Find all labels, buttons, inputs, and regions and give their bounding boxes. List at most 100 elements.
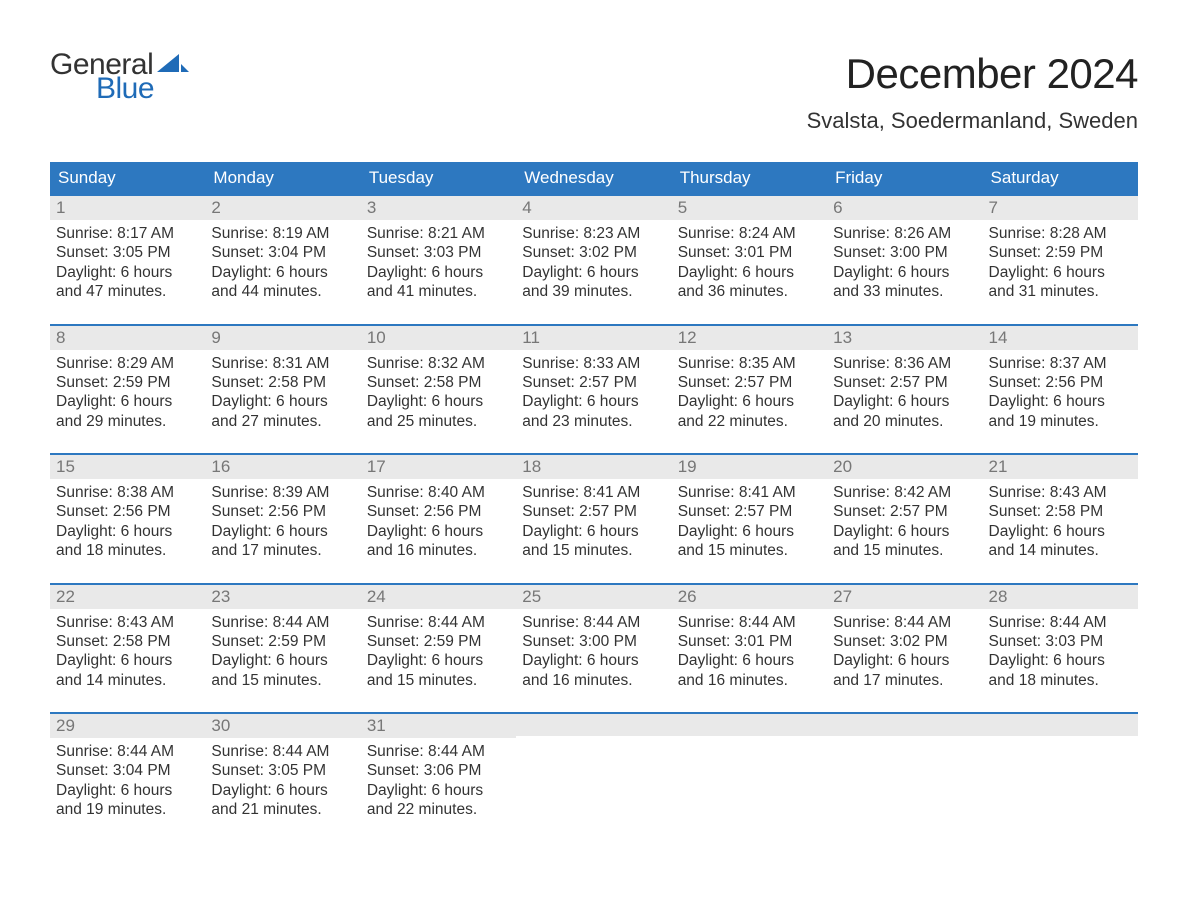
day-number: 21 [989,457,1008,476]
sunset-line: Sunset: 3:05 PM [211,761,354,780]
daylight-line-2: and 25 minutes. [367,412,510,431]
sunrise-line: Sunrise: 8:32 AM [367,354,510,373]
day-number-row: 26 [672,585,827,609]
sunset-line: Sunset: 3:06 PM [367,761,510,780]
day-number: 9 [211,328,220,347]
day-cell: 6Sunrise: 8:26 AMSunset: 3:00 PMDaylight… [827,196,982,308]
day-number-row: 2 [205,196,360,220]
week-row: 29Sunrise: 8:44 AMSunset: 3:04 PMDayligh… [50,712,1138,826]
daylight-line-1: Daylight: 6 hours [367,392,510,411]
day-number: 23 [211,587,230,606]
sunset-line: Sunset: 2:58 PM [367,373,510,392]
month-title: December 2024 [807,50,1138,98]
day-body: Sunrise: 8:44 AMSunset: 3:06 PMDaylight:… [361,738,516,826]
daylight-line-2: and 16 minutes. [678,671,821,690]
daylight-line-2: and 21 minutes. [211,800,354,819]
day-cell: 23Sunrise: 8:44 AMSunset: 2:59 PMDayligh… [205,585,360,697]
day-number-row: 16 [205,455,360,479]
daylight-line-2: and 29 minutes. [56,412,199,431]
day-number-row: 5 [672,196,827,220]
daylight-line-2: and 19 minutes. [989,412,1132,431]
daylight-line-1: Daylight: 6 hours [56,392,199,411]
sunset-line: Sunset: 2:59 PM [989,243,1132,262]
daylight-line-1: Daylight: 6 hours [833,263,976,282]
daylight-line-1: Daylight: 6 hours [367,263,510,282]
daylight-line-2: and 17 minutes. [833,671,976,690]
sunset-line: Sunset: 2:57 PM [833,502,976,521]
day-number-row: 17 [361,455,516,479]
sunset-line: Sunset: 3:00 PM [522,632,665,651]
day-body: Sunrise: 8:19 AMSunset: 3:04 PMDaylight:… [205,220,360,308]
daylight-line-1: Daylight: 6 hours [367,522,510,541]
day-number-row: 19 [672,455,827,479]
sunset-line: Sunset: 3:03 PM [367,243,510,262]
day-number-row-empty [672,714,827,736]
day-number: 17 [367,457,386,476]
day-number-row: 10 [361,326,516,350]
daylight-line-1: Daylight: 6 hours [833,522,976,541]
day-cell: 16Sunrise: 8:39 AMSunset: 2:56 PMDayligh… [205,455,360,567]
daylight-line-1: Daylight: 6 hours [678,651,821,670]
dow-wednesday: Wednesday [516,162,671,194]
sunset-line: Sunset: 2:57 PM [678,373,821,392]
sunrise-line: Sunrise: 8:44 AM [678,613,821,632]
week-row: 1Sunrise: 8:17 AMSunset: 3:05 PMDaylight… [50,194,1138,308]
day-cell: 31Sunrise: 8:44 AMSunset: 3:06 PMDayligh… [361,714,516,826]
week-row: 22Sunrise: 8:43 AMSunset: 2:58 PMDayligh… [50,583,1138,697]
dow-tuesday: Tuesday [361,162,516,194]
sunset-line: Sunset: 3:00 PM [833,243,976,262]
title-block: December 2024 Svalsta, Soedermanland, Sw… [807,50,1138,134]
daylight-line-2: and 15 minutes. [211,671,354,690]
day-cell: 27Sunrise: 8:44 AMSunset: 3:02 PMDayligh… [827,585,982,697]
day-cell: 11Sunrise: 8:33 AMSunset: 2:57 PMDayligh… [516,326,671,438]
sunset-line: Sunset: 2:58 PM [56,632,199,651]
daylight-line-2: and 14 minutes. [989,541,1132,560]
day-cell: 1Sunrise: 8:17 AMSunset: 3:05 PMDaylight… [50,196,205,308]
daylight-line-1: Daylight: 6 hours [678,263,821,282]
logo-text-blue: Blue [96,74,189,104]
daylight-line-2: and 18 minutes. [989,671,1132,690]
sunrise-line: Sunrise: 8:44 AM [367,613,510,632]
dow-thursday: Thursday [672,162,827,194]
sunset-line: Sunset: 2:59 PM [56,373,199,392]
day-body: Sunrise: 8:44 AMSunset: 3:00 PMDaylight:… [516,609,671,697]
day-body: Sunrise: 8:31 AMSunset: 2:58 PMDaylight:… [205,350,360,438]
day-number: 2 [211,198,220,217]
sunset-line: Sunset: 2:59 PM [211,632,354,651]
day-number-row-empty [516,714,671,736]
sunrise-line: Sunrise: 8:17 AM [56,224,199,243]
day-body: Sunrise: 8:41 AMSunset: 2:57 PMDaylight:… [672,479,827,567]
day-number-row: 4 [516,196,671,220]
daylight-line-2: and 41 minutes. [367,282,510,301]
daylight-line-2: and 44 minutes. [211,282,354,301]
day-cell: 9 Sunrise: 8:31 AMSunset: 2:58 PMDaylight… [205,326,360,438]
daylight-line-1: Daylight: 6 hours [211,263,354,282]
day-number-row: 14 [983,326,1138,350]
sunset-line: Sunset: 3:02 PM [522,243,665,262]
daylight-line-2: and 16 minutes. [367,541,510,560]
day-body: Sunrise: 8:29 AMSunset: 2:59 PMDaylight:… [50,350,205,438]
sunset-line: Sunset: 3:01 PM [678,632,821,651]
day-number: 13 [833,328,852,347]
day-number-row: 11 [516,326,671,350]
day-number: 19 [678,457,697,476]
day-number-row: 31 [361,714,516,738]
day-body: Sunrise: 8:28 AMSunset: 2:59 PMDaylight:… [983,220,1138,308]
sunrise-line: Sunrise: 8:43 AM [56,613,199,632]
day-number-row: 8 [50,326,205,350]
calendar-grid: SundayMondayTuesdayWednesdayThursdayFrid… [50,162,1138,826]
sunrise-line: Sunrise: 8:36 AM [833,354,976,373]
day-body: Sunrise: 8:37 AMSunset: 2:56 PMDaylight:… [983,350,1138,438]
day-body: Sunrise: 8:24 AMSunset: 3:01 PMDaylight:… [672,220,827,308]
day-body: Sunrise: 8:38 AMSunset: 2:56 PMDaylight:… [50,479,205,567]
sunset-line: Sunset: 2:56 PM [211,502,354,521]
daylight-line-2: and 19 minutes. [56,800,199,819]
day-cell: 8Sunrise: 8:29 AMSunset: 2:59 PMDaylight… [50,326,205,438]
sunrise-line: Sunrise: 8:23 AM [522,224,665,243]
daylight-line-2: and 31 minutes. [989,282,1132,301]
day-number-row: 9 [205,326,360,350]
daylight-line-1: Daylight: 6 hours [367,781,510,800]
sunrise-line: Sunrise: 8:24 AM [678,224,821,243]
daylight-line-2: and 17 minutes. [211,541,354,560]
day-cell: 14Sunrise: 8:37 AMSunset: 2:56 PMDayligh… [983,326,1138,438]
